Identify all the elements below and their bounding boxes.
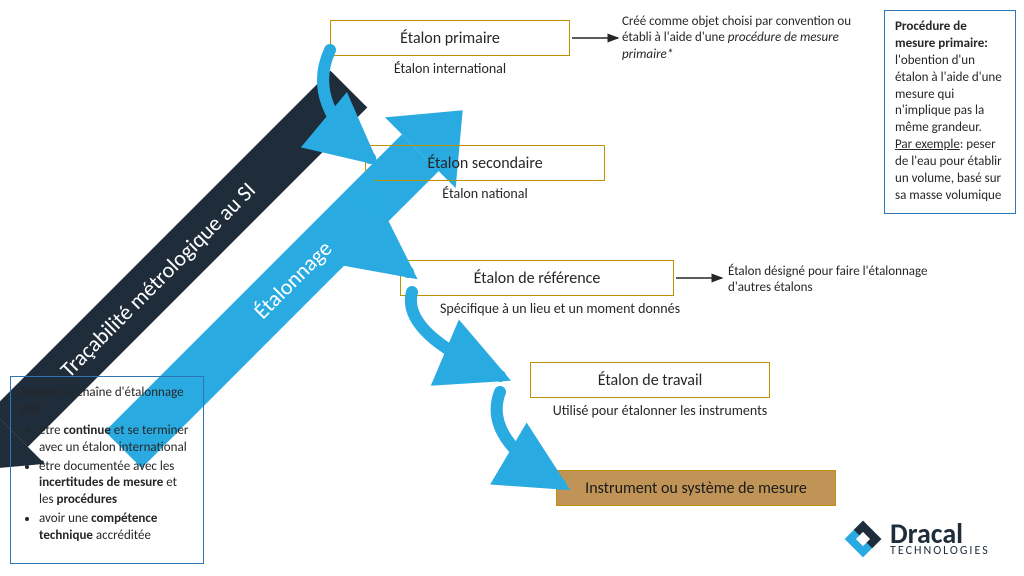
- level-subtitle: Étalon international: [330, 60, 570, 77]
- level-subtitle: Spécifique à un lieu et un moment donnés: [400, 300, 720, 317]
- logo-sub-text: TECHNOLOGIES: [890, 546, 990, 557]
- level-subtitle: Étalon national: [365, 185, 605, 202]
- requirements-intro: Requis: La chaîne d'étalonnage doit: [21, 385, 193, 419]
- level-title: Étalon de référence: [474, 269, 601, 288]
- level-box-4: Instrument ou système de mesure: [556, 470, 836, 506]
- level-title: Étalon de travail: [598, 371, 703, 390]
- level-box-3: Étalon de travail: [530, 362, 770, 398]
- annotation-0: Créé comme objet choisi par convention o…: [622, 14, 870, 63]
- level-box-0: Étalon primaire: [330, 20, 570, 56]
- level-title: Instrument ou système de mesure: [585, 479, 807, 498]
- logo-mark-icon: [842, 518, 884, 560]
- annotation-1: Étalon désigné pour faire l'étalonnage d…: [728, 264, 958, 297]
- logo-main-text: Dracal: [890, 521, 990, 546]
- requirements-bullet: être documentée avec les incertitudes de…: [39, 459, 193, 510]
- brand-logo: DracalTECHNOLOGIES: [842, 518, 990, 560]
- level-box-1: Étalon secondaire: [365, 145, 605, 181]
- requirements-bullet: être continue et se terminer avec un éta…: [39, 423, 193, 457]
- level-title: Étalon primaire: [400, 29, 500, 48]
- level-subtitle: Utilisé pour étalonner les instruments: [510, 402, 810, 419]
- requirements-bullet: avoir une compétence technique accrédité…: [39, 511, 193, 545]
- info-box-procedure: Procédure de mesure primaire: l'obention…: [884, 10, 1016, 214]
- level-title: Étalon secondaire: [427, 154, 542, 173]
- level-box-2: Étalon de référence: [400, 260, 674, 296]
- info-box-requirements: Requis: La chaîne d'étalonnage doit être …: [10, 376, 204, 564]
